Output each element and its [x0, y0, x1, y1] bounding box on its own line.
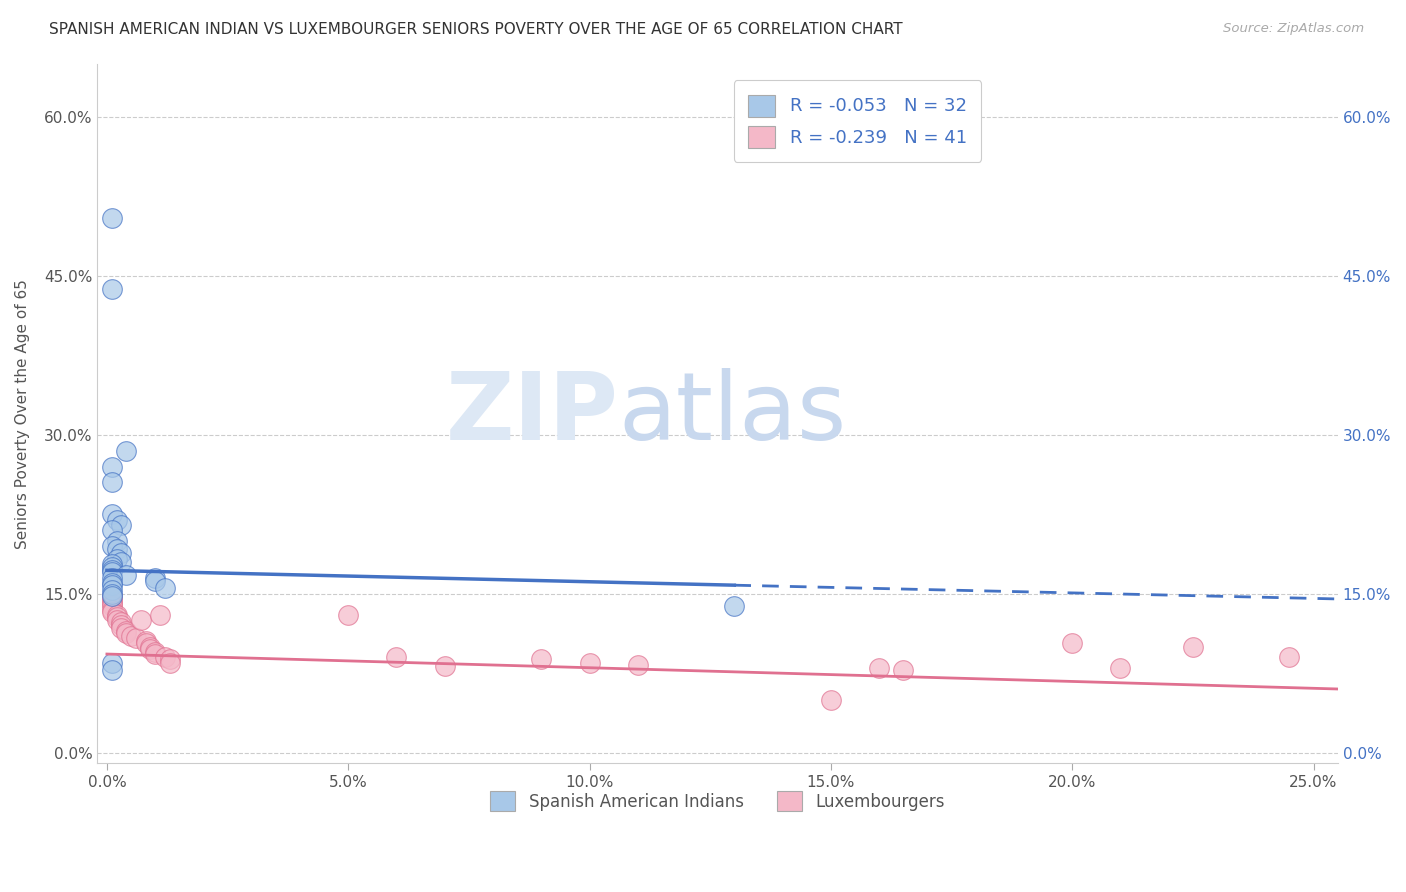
Point [100, 459, 122, 474]
Point [143, 571, 166, 585]
Point [1278, 650, 1301, 665]
Point [115, 625, 138, 640]
Point [100, 656, 122, 670]
Point [129, 613, 152, 627]
Point [143, 574, 166, 588]
Point [105, 610, 128, 624]
Point [100, 594, 122, 608]
Point [100, 566, 122, 580]
Point [100, 605, 122, 619]
Point [110, 546, 132, 560]
Point [100, 589, 122, 603]
Point [100, 663, 122, 677]
Point [100, 583, 122, 598]
Point [868, 661, 890, 675]
Point [100, 576, 122, 591]
Point [115, 443, 138, 458]
Point [134, 636, 156, 650]
Legend: Spanish American Indians, Luxembourgers: Spanish American Indians, Luxembourgers [477, 778, 957, 825]
Point [1062, 636, 1084, 650]
Point [159, 656, 181, 670]
Text: SPANISH AMERICAN INDIAN VS LUXEMBOURGER SENIORS POVERTY OVER THE AGE OF 65 CORRE: SPANISH AMERICAN INDIAN VS LUXEMBOURGER … [49, 22, 903, 37]
Point [100, 560, 122, 574]
Text: ZIP: ZIP [446, 368, 619, 459]
Point [110, 618, 132, 632]
Point [110, 517, 132, 532]
Point [120, 629, 142, 643]
Point [125, 631, 148, 645]
Point [100, 589, 122, 603]
Point [159, 652, 181, 666]
Point [139, 641, 162, 656]
Point [105, 533, 128, 548]
Point [433, 658, 456, 673]
Y-axis label: Seniors Poverty Over the Age of 65: Seniors Poverty Over the Age of 65 [15, 278, 30, 549]
Point [627, 657, 650, 672]
Point [1109, 661, 1132, 675]
Point [337, 607, 360, 622]
Point [100, 599, 122, 614]
Point [385, 650, 408, 665]
Point [153, 582, 176, 596]
Point [100, 523, 122, 537]
Point [100, 557, 122, 571]
Text: Source: ZipAtlas.com: Source: ZipAtlas.com [1223, 22, 1364, 36]
Point [100, 539, 122, 553]
Point [578, 656, 600, 670]
Point [115, 624, 138, 638]
Point [134, 634, 156, 648]
Point [100, 578, 122, 592]
Point [1181, 640, 1204, 654]
Point [105, 512, 128, 526]
Point [100, 475, 122, 490]
Point [100, 211, 122, 225]
Point [100, 591, 122, 606]
Point [100, 597, 122, 611]
Point [143, 645, 166, 659]
Point [149, 607, 172, 622]
Point [100, 563, 122, 577]
Point [153, 650, 176, 665]
Point [105, 613, 128, 627]
Point [110, 621, 132, 635]
Point [143, 647, 166, 661]
Point [100, 587, 122, 601]
Point [100, 602, 122, 616]
Point [723, 599, 745, 614]
Point [115, 567, 138, 582]
Point [105, 607, 128, 622]
Point [105, 542, 128, 557]
Point [139, 640, 162, 654]
Point [530, 652, 553, 666]
Point [100, 507, 122, 521]
Point [100, 571, 122, 585]
Point [100, 282, 122, 296]
Point [110, 615, 132, 630]
Point [110, 555, 132, 569]
Point [891, 663, 914, 677]
Point [105, 551, 128, 566]
Point [820, 692, 842, 706]
Text: atlas: atlas [619, 368, 846, 459]
